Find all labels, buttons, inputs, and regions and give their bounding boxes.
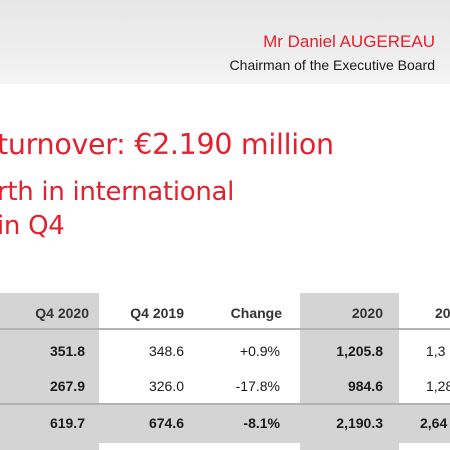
header-band	[0, 0, 450, 84]
table-cell: 1,3	[426, 343, 446, 359]
table-cell: 1,205.8	[336, 343, 383, 359]
col-header-change: Change	[230, 305, 282, 321]
table-cell: 326.0	[148, 378, 184, 394]
headline-quarter: in Q4	[0, 211, 65, 241]
headline-turnover: turnover: €2.190 million	[0, 128, 334, 161]
col-header-2019: 20	[435, 305, 450, 321]
turnover-table: Q4 2020 Q4 2019 Change 2020 20 351.8 348…	[0, 293, 450, 450]
table-cell: 984.6	[347, 378, 383, 394]
table-cell: +0.9%	[239, 343, 280, 359]
col-header-q4-2019: Q4 2019	[130, 305, 184, 321]
speaker-name: Mr Daniel AUGEREAU	[263, 32, 435, 51]
table-cell: 674.6	[148, 415, 184, 431]
col-header-q4-2020: Q4 2020	[35, 305, 89, 321]
shade-total-row	[0, 403, 450, 443]
table-cell: 2,64	[420, 415, 448, 431]
speaker-role: Chairman of the Executive Board	[229, 57, 435, 73]
table-cell: 267.9	[49, 378, 85, 394]
table-cell: 2,190.3	[336, 415, 383, 431]
col-header-2020: 2020	[351, 305, 383, 321]
table-cell: 1,28	[426, 378, 450, 394]
table-cell: 348.6	[148, 343, 184, 359]
table-cell: -8.1%	[243, 415, 280, 431]
total-rule	[0, 403, 450, 405]
table-cell: 351.8	[49, 343, 85, 359]
table-cell: 619.7	[49, 415, 85, 431]
table-cell: -17.8%	[235, 378, 280, 394]
header-rule	[0, 328, 450, 330]
headline-growth: rth in international	[0, 177, 235, 207]
